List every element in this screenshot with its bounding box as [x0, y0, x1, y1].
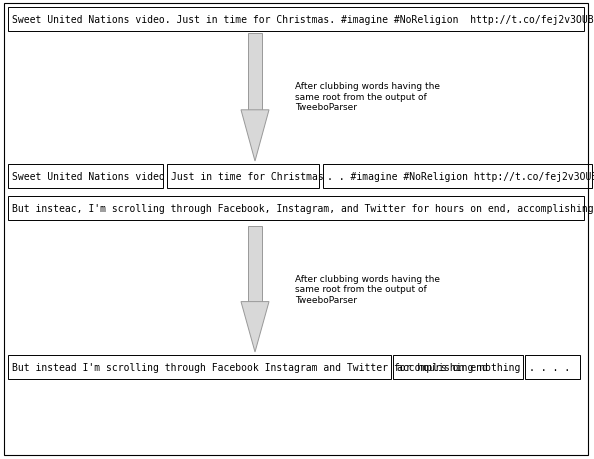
Text: . . #imagine #NoReligion http://t.co/fej2v3OUBR: . . #imagine #NoReligion http://t.co/fej…	[327, 172, 594, 182]
Text: But instead I'm scrolling through Facebook Instagram and Twitter for hours on en: But instead I'm scrolling through Facebo…	[12, 362, 488, 372]
Text: After clubbing words having the
same root from the output of
TweeboParser: After clubbing words having the same roo…	[295, 274, 440, 304]
Polygon shape	[241, 111, 269, 162]
FancyBboxPatch shape	[167, 165, 319, 189]
FancyBboxPatch shape	[323, 165, 592, 189]
FancyBboxPatch shape	[525, 355, 580, 379]
Text: . . . .: . . . .	[529, 362, 570, 372]
Text: Sweet United Nations video. Just in time for Christmas. #imagine #NoReligion  ht: Sweet United Nations video. Just in time…	[12, 15, 594, 25]
Polygon shape	[241, 302, 269, 352]
FancyBboxPatch shape	[8, 355, 391, 379]
Text: accomplishing nothing: accomplishing nothing	[397, 362, 520, 372]
Polygon shape	[248, 226, 262, 302]
FancyBboxPatch shape	[8, 196, 584, 220]
Text: Sweet United Nations video: Sweet United Nations video	[12, 172, 165, 182]
FancyBboxPatch shape	[8, 165, 163, 189]
Text: After clubbing words having the
same root from the output of
TweeboParser: After clubbing words having the same roo…	[295, 82, 440, 112]
FancyBboxPatch shape	[8, 8, 584, 32]
Polygon shape	[248, 34, 262, 111]
FancyBboxPatch shape	[393, 355, 523, 379]
Text: Just in time for Christmas: Just in time for Christmas	[171, 172, 324, 182]
Text: But insteac, I'm scrolling through Facebook, Instagram, and Twitter for hours on: But insteac, I'm scrolling through Faceb…	[12, 203, 594, 213]
